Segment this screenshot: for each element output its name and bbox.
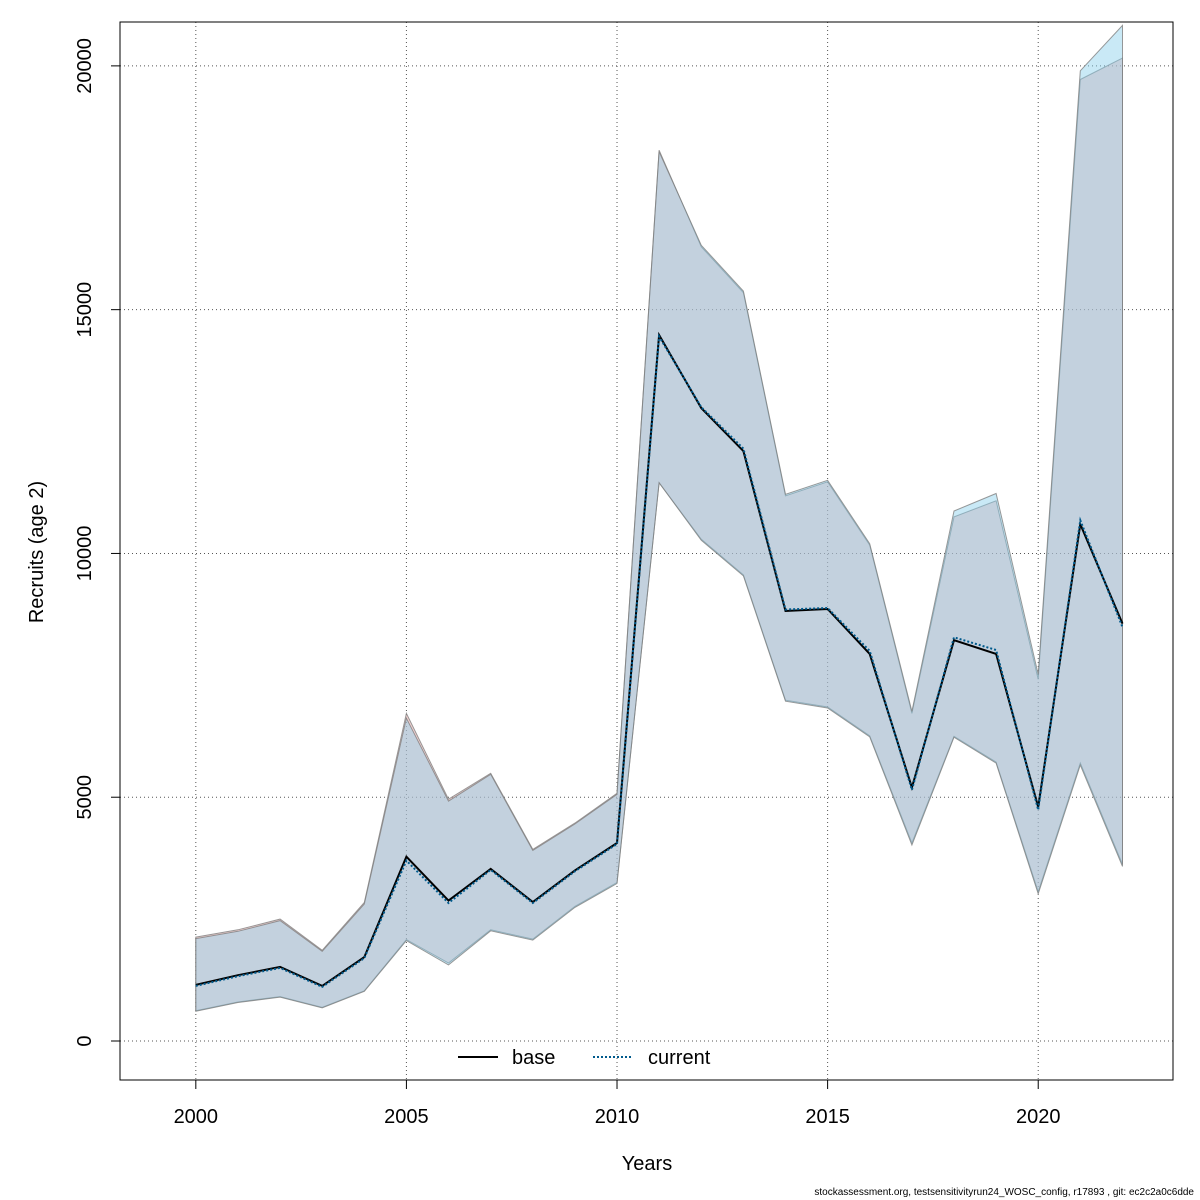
y-tick-label-5000: 5000 — [74, 775, 96, 820]
footer-note: stockassessment.org, testsensitivityrun2… — [814, 1187, 1194, 1198]
legend-label-base: base — [512, 1047, 555, 1069]
y-tick-label-20000: 20000 — [74, 38, 96, 94]
confidence-bands — [195, 24, 1123, 1012]
line-current — [195, 333, 1124, 989]
y-tick-label-10000: 10000 — [74, 526, 96, 582]
y-tick-label-15000: 15000 — [74, 282, 96, 338]
x-axis-title: Years — [622, 1153, 672, 1175]
axes: 2000 2005 2010 2015 2020 0 5000 10000 15000 20000 — [74, 38, 1060, 1128]
x-tick-label-2010: 2010 — [595, 1106, 640, 1128]
grid-lines — [120, 22, 1173, 1080]
band-current — [195, 24, 1123, 1012]
x-tick-label-2015: 2015 — [805, 1106, 850, 1128]
x-tick-label-2020: 2020 — [1016, 1106, 1061, 1128]
legend-label-current: current — [648, 1047, 711, 1069]
legend: base current — [458, 1047, 711, 1069]
x-tick-label-2005: 2005 — [384, 1106, 429, 1128]
series-lines — [195, 331, 1124, 989]
y-axis-title: Recruits (age 2) — [26, 481, 48, 623]
x-tick-label-2000: 2000 — [174, 1106, 219, 1128]
y-tick-label-0: 0 — [74, 1035, 96, 1046]
